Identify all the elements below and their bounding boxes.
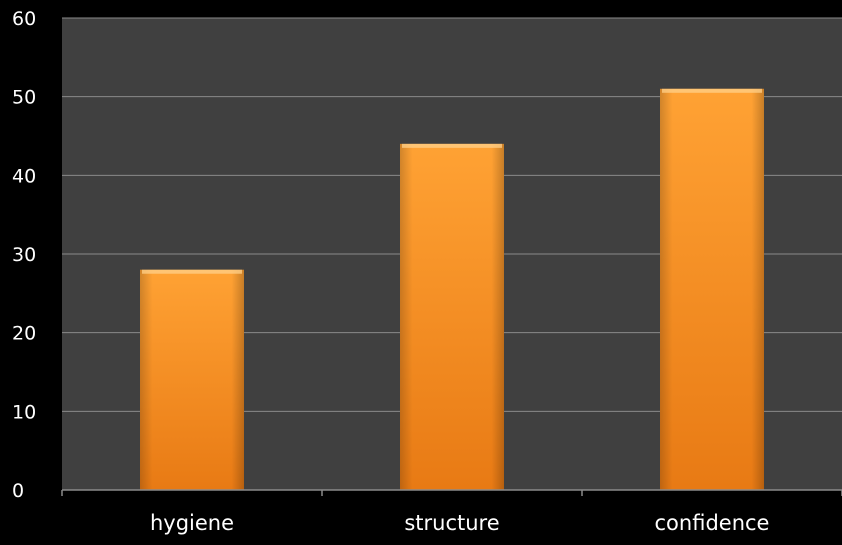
bar-confidence bbox=[660, 88, 764, 491]
y-axis: 0 10 20 30 40 50 60 bbox=[12, 8, 36, 502]
y-tick-label: 50 bbox=[12, 87, 36, 109]
bar-shade bbox=[660, 88, 764, 491]
x-tick-label: structure bbox=[404, 511, 499, 535]
bar-highlight bbox=[142, 269, 242, 274]
bar-highlight bbox=[402, 143, 502, 148]
x-axis: hygiene structure confidence bbox=[61, 489, 842, 535]
bar-shade bbox=[140, 269, 244, 490]
bar-hygiene bbox=[140, 269, 244, 490]
y-tick-label: 60 bbox=[12, 8, 36, 30]
bar-shade bbox=[400, 143, 504, 490]
bar-structure bbox=[400, 143, 504, 490]
x-tick-label: hygiene bbox=[150, 511, 234, 535]
y-tick-label: 20 bbox=[12, 323, 36, 345]
x-tick-label: confidence bbox=[655, 511, 770, 535]
bars bbox=[140, 88, 764, 491]
y-tick-label: 0 bbox=[12, 480, 24, 502]
y-tick-label: 10 bbox=[12, 401, 36, 423]
y-tick-label: 40 bbox=[12, 165, 36, 187]
y-tick-label: 30 bbox=[12, 244, 36, 266]
bar-highlight bbox=[662, 88, 762, 93]
